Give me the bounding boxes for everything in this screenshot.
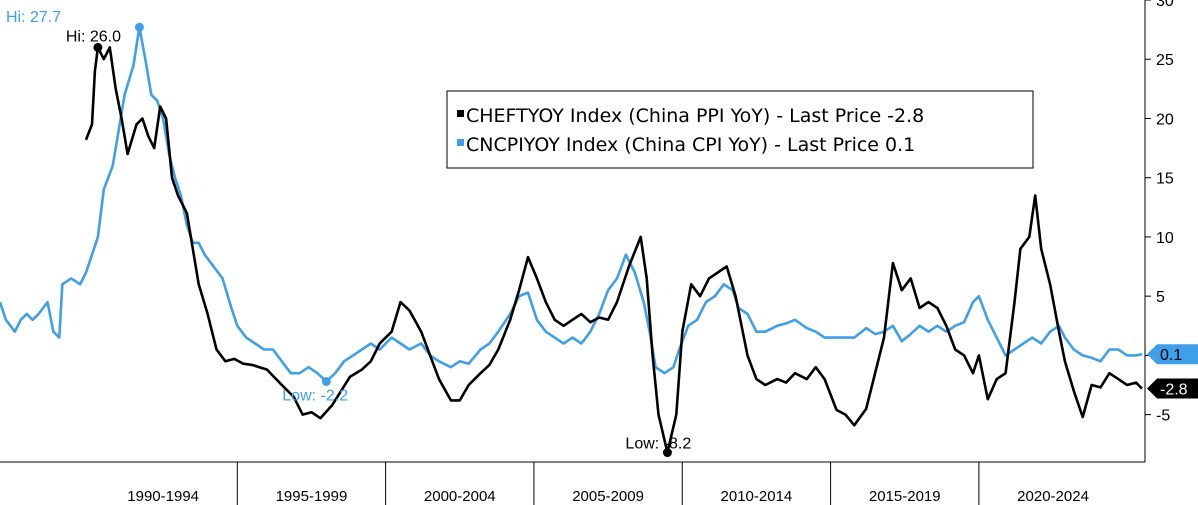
x-axis: 1990-1994 1995-1999 2000-2004 2005-2009 2010…: [0, 461, 1145, 505]
y-tick-label: 10: [1156, 230, 1174, 247]
legend-swatch-cpi: [457, 139, 464, 146]
x-tick-label: 2020-2024: [1017, 488, 1089, 505]
legend-box: [446, 90, 1034, 169]
annotation-marker: [321, 376, 331, 386]
annotation-marker: [93, 42, 103, 52]
annotation-marker: [662, 448, 672, 458]
y-tick-label: 25: [1156, 52, 1174, 69]
annotation-marker: [134, 22, 144, 32]
y-tick-label: 20: [1156, 111, 1174, 128]
last-price-tag-ppi: -2.8: [1147, 378, 1198, 399]
y-tick-label: 5: [1156, 289, 1165, 306]
last-price-tags: -2.8 0.1: [1147, 344, 1198, 399]
last-price-tag-label: -2.8: [1160, 382, 1188, 399]
x-tick-label: 2015-2019: [869, 488, 941, 505]
series-line-ppi: [84, 46, 1143, 454]
x-tick-label: 1990-1994: [127, 488, 199, 505]
last-price-tag-shape: [1147, 344, 1198, 365]
y-tick-label: 30: [1156, 0, 1174, 10]
last-price-tag-label: 0.1: [1160, 347, 1182, 364]
annotation-label: Low: -2.2: [282, 387, 348, 404]
annotation-label: Hi: 27.7: [6, 9, 61, 26]
y-tick-label: 15: [1156, 171, 1174, 188]
legend-label-ppi: CHEFTYOY Index (China PPI YoY) - Last Pr…: [466, 105, 924, 127]
legend-swatch-ppi: [457, 110, 464, 117]
x-tick-label: 2000-2004: [424, 488, 496, 505]
x-tick-label: 2005-2009: [572, 488, 644, 505]
last-price-tag-shape: [1147, 378, 1198, 399]
legend-label-cpi: CNCPIYOY Index (China CPI YoY) - Last Pr…: [466, 134, 915, 156]
series-layer: [0, 25, 1143, 454]
x-tick-label: 2010-2014: [721, 488, 793, 505]
last-price-tag-cpi: 0.1: [1147, 344, 1198, 365]
y-tick-label: -5: [1156, 408, 1170, 425]
x-tick-label: 1995-1999: [276, 488, 348, 505]
legend: CHEFTYOY Index (China PPI YoY) - Last Pr…: [446, 90, 1034, 169]
series-line-cpi: [0, 25, 1143, 383]
annotation-layer: Hi: 27.7 Hi: 26.0 Low: -2.2 Low: -8.2: [6, 9, 691, 458]
annotation-label: Hi: 26.0: [66, 28, 121, 45]
annotation-label: Low: -8.2: [625, 436, 691, 453]
